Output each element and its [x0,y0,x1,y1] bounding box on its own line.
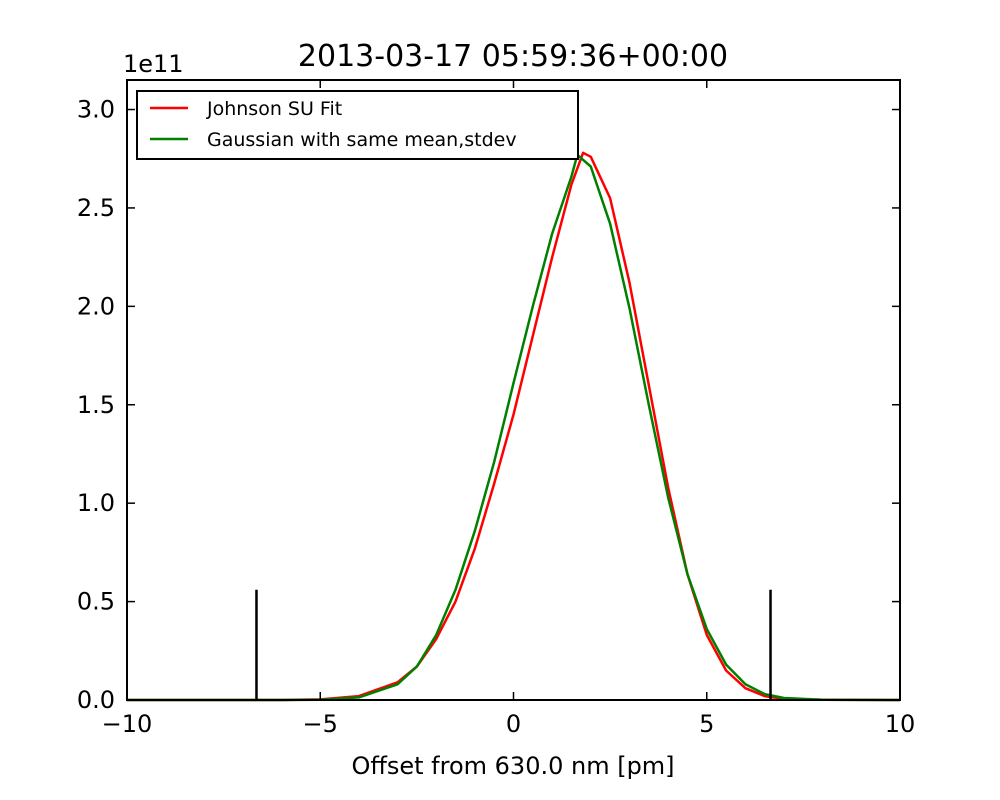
y-tick-label-4: 2.0 [77,292,115,320]
x-tick-label-2: 0 [506,710,521,738]
y-tick-label-2: 1.0 [77,489,115,517]
chart-title: 2013-03-17 05:59:36+00:00 [298,39,728,74]
x-tick-label-1: −5 [303,710,338,738]
x-axis-label: Offset from 630.0 nm [pm] [351,752,674,780]
plot-frame [126,79,901,701]
y-tick-label-0: 0.0 [77,686,115,714]
y-tick-label-6: 3.0 [77,96,115,124]
y-tick-label-3: 1.5 [77,391,115,419]
y-tick-label-5: 2.5 [77,194,115,222]
legend: Johnson SU Fit Gaussian with same mean,s… [136,90,579,160]
x-tick-label-0: −10 [102,710,153,738]
legend-box [136,90,579,160]
legend-label-johnson: Johnson SU Fit [206,98,342,120]
y-offset-label: 1e11 [123,50,184,78]
y-tick-label-1: 0.5 [77,588,115,616]
x-tick-label-3: 5 [699,710,714,738]
plot-area: −10 −5 0 5 10 0.0 0.5 1.0 1.5 2.0 2.5 3.0 [77,79,916,738]
series-line-0 [127,151,901,702]
x-tick-label-4: 10 [885,710,916,738]
series-line-1 [127,153,901,702]
legend-label-gaussian: Gaussian with same mean,stdev [207,129,517,151]
